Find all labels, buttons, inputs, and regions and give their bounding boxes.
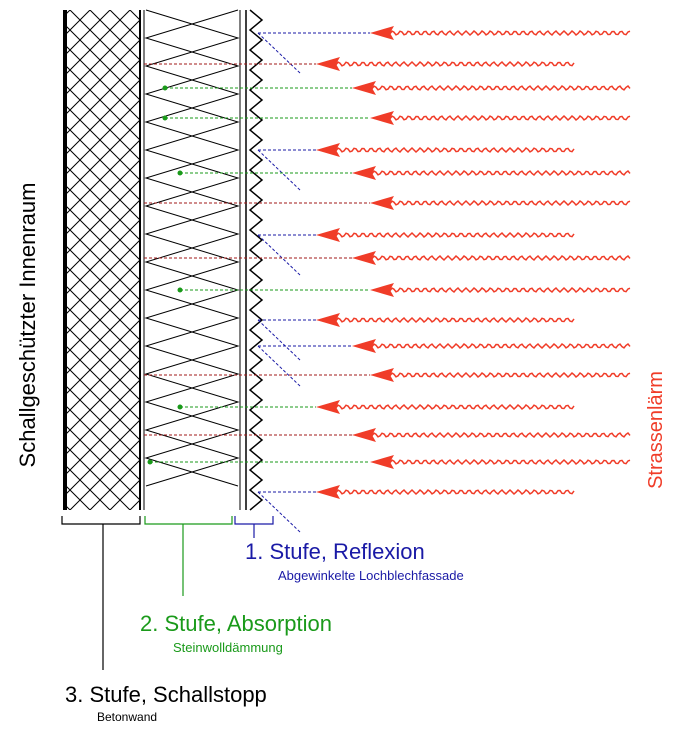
noise-label: Strassenlärm bbox=[645, 371, 667, 489]
noise-wave bbox=[369, 342, 631, 350]
noise-wave bbox=[387, 458, 631, 466]
insulation-fiber bbox=[144, 9, 240, 487]
stage-subtitle: Abgewinkelte Lochblechfassade bbox=[278, 568, 464, 583]
reflect-path bbox=[257, 149, 301, 191]
reflect-path bbox=[257, 234, 301, 276]
arrow-head bbox=[370, 283, 394, 297]
arrow-head bbox=[316, 57, 340, 71]
reflect-path bbox=[257, 491, 301, 533]
stage-title: 1. Stufe, Reflexion bbox=[245, 539, 425, 564]
noise-wave bbox=[387, 29, 631, 37]
interior-label: Schallgeschützter Innenraum bbox=[15, 183, 40, 468]
arrow-head bbox=[352, 166, 376, 180]
arrow-head bbox=[316, 313, 340, 327]
noise-wave bbox=[333, 316, 575, 324]
facade bbox=[245, 9, 264, 511]
arrow-head bbox=[352, 251, 376, 265]
arrow-head bbox=[370, 196, 394, 210]
concrete-wall bbox=[63, 10, 141, 510]
noise-wave bbox=[369, 254, 631, 262]
noise-wave bbox=[333, 488, 575, 496]
noise-wave bbox=[369, 169, 631, 177]
absorb-dot bbox=[162, 85, 168, 91]
noise-wave bbox=[333, 146, 575, 154]
noise-wave bbox=[333, 60, 575, 68]
arrow-head bbox=[370, 368, 394, 382]
stage-title: 3. Stufe, Schallstopp bbox=[65, 682, 267, 707]
reflect-path bbox=[257, 32, 301, 74]
arrow-head bbox=[370, 111, 394, 125]
noise-wave bbox=[333, 231, 575, 239]
noise-wave bbox=[333, 403, 575, 411]
sound-rays bbox=[144, 26, 631, 533]
arrow-head bbox=[316, 485, 340, 499]
arrow-head bbox=[352, 339, 376, 353]
arrow-head bbox=[316, 228, 340, 242]
noise-wave bbox=[369, 431, 631, 439]
arrow-head bbox=[316, 400, 340, 414]
noise-wave bbox=[387, 286, 631, 294]
arrow-head bbox=[352, 81, 376, 95]
stage-title: 2. Stufe, Absorption bbox=[140, 611, 332, 636]
noise-wave bbox=[369, 84, 631, 92]
facade-profile bbox=[248, 9, 264, 511]
absorb-dot bbox=[162, 115, 168, 121]
stage-subtitle: Betonwand bbox=[97, 710, 157, 724]
absorb-dot bbox=[177, 404, 183, 410]
noise-wave bbox=[387, 114, 631, 122]
noise-wave bbox=[387, 371, 631, 379]
arrow-head bbox=[370, 455, 394, 469]
absorb-dot bbox=[177, 170, 183, 176]
brackets bbox=[61, 516, 274, 670]
arrow-head bbox=[370, 26, 394, 40]
stage-subtitle: Steinwolldämmung bbox=[173, 640, 283, 655]
reflect-path bbox=[257, 345, 301, 387]
reflect-path bbox=[257, 319, 301, 361]
absorb-dot bbox=[147, 459, 153, 465]
arrow-head bbox=[316, 143, 340, 157]
absorb-dot bbox=[177, 287, 183, 293]
noise-wave bbox=[387, 199, 631, 207]
arrow-head bbox=[352, 428, 376, 442]
